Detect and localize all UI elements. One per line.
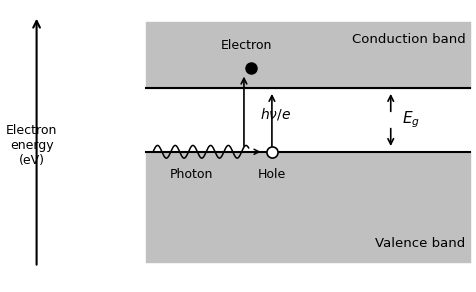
Text: $h\nu/e$: $h\nu/e$ (260, 106, 291, 122)
Text: Valence band: Valence band (375, 237, 466, 250)
Text: Electron: Electron (220, 39, 272, 52)
Text: Conduction band: Conduction band (352, 33, 466, 46)
Text: $E_g$: $E_g$ (402, 110, 420, 130)
Text: Photon: Photon (170, 168, 213, 181)
Text: Hole: Hole (258, 168, 286, 181)
Text: Electron
energy
(eV): Electron energy (eV) (6, 124, 58, 168)
